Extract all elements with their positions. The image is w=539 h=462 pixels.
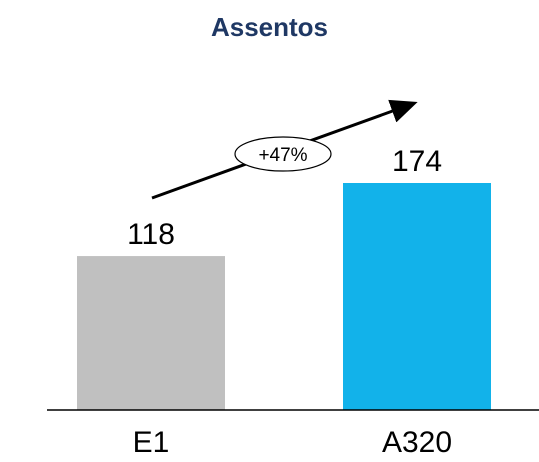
bar-a320 <box>343 183 491 410</box>
labels-layer: 118 E1 174 A320 <box>127 145 452 459</box>
bars-layer <box>77 183 491 410</box>
category-label-e1: E1 <box>133 426 170 459</box>
growth-label: +47% <box>258 145 307 166</box>
value-label-e1: 118 <box>127 218 175 251</box>
growth-ellipse <box>234 136 332 172</box>
chart-title: Assentos <box>210 12 329 42</box>
growth-annotation: +47% <box>151 99 418 200</box>
bar-e1 <box>77 256 225 410</box>
value-label-a320: 174 <box>392 145 442 178</box>
category-label-a320: A320 <box>382 426 452 459</box>
